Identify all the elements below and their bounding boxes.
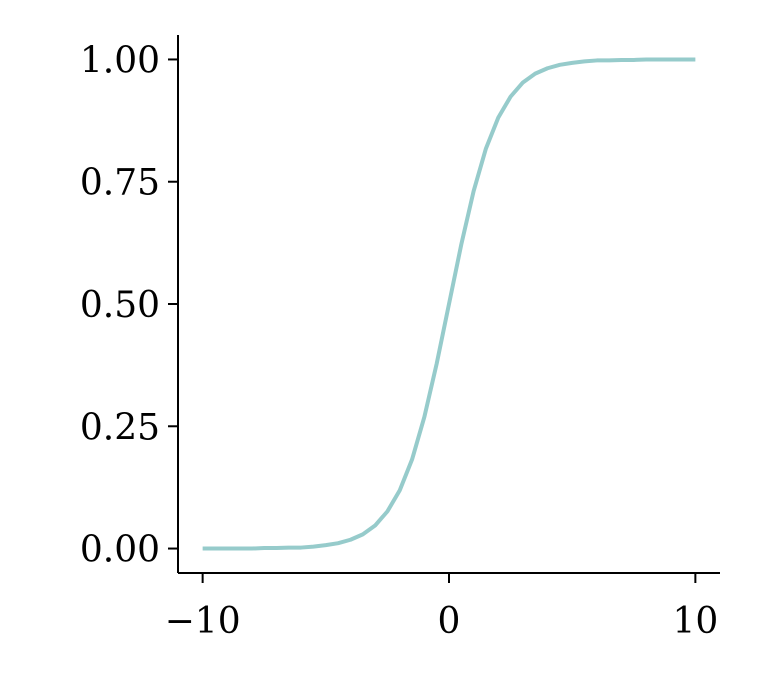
line — [202, 57, 696, 551]
y-tick-label: 0.75 — [80, 163, 160, 204]
x-tick-label: −10 — [165, 601, 241, 642]
y-tick-label: 0.00 — [80, 530, 160, 571]
x-tick-label: 10 — [672, 601, 718, 642]
x-tick-label: 0 — [438, 601, 461, 642]
y-tick-label: 1.00 — [80, 40, 160, 81]
y-tick-label: 0.50 — [80, 285, 160, 326]
y-tick-label: 0.25 — [80, 407, 160, 448]
